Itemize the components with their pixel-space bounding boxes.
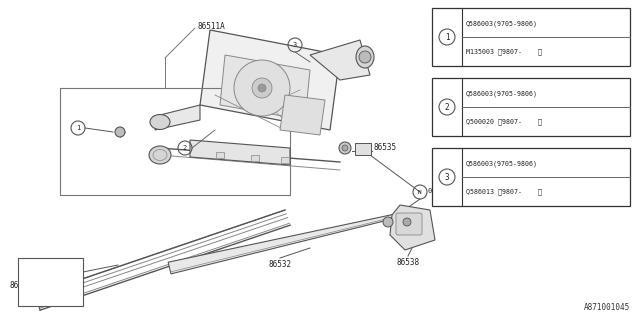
Circle shape [258, 84, 266, 92]
Ellipse shape [356, 46, 374, 68]
Text: 86535: 86535 [374, 143, 397, 153]
Text: N: N [418, 189, 422, 195]
Circle shape [383, 217, 393, 227]
Text: Q500020 〈9807-    〉: Q500020 〈9807- 〉 [466, 118, 542, 125]
Bar [251, 155, 259, 161]
Bar [18, 258, 83, 306]
Text: 3: 3 [445, 172, 449, 181]
Polygon shape [390, 205, 435, 250]
Text: 86542A: 86542A [10, 282, 38, 291]
Bar [432, 8, 630, 66]
Text: Q586013 〈9807-    〉: Q586013 〈9807- 〉 [466, 188, 542, 195]
Text: A871001045: A871001045 [584, 303, 630, 312]
Text: 2: 2 [183, 145, 187, 151]
Circle shape [339, 142, 351, 154]
Bar [281, 157, 289, 163]
Text: 86538: 86538 [396, 258, 420, 267]
Text: 021706000(1 ): 021706000(1 ) [428, 188, 483, 194]
Text: 1: 1 [445, 33, 449, 42]
Text: 2: 2 [445, 102, 449, 111]
FancyBboxPatch shape [396, 213, 422, 235]
Circle shape [252, 78, 272, 98]
Text: 1: 1 [76, 125, 80, 131]
Ellipse shape [150, 115, 170, 130]
Circle shape [359, 51, 371, 63]
Polygon shape [280, 95, 325, 135]
Polygon shape [155, 105, 200, 130]
Circle shape [115, 127, 125, 137]
Text: Q586003(9705-9806): Q586003(9705-9806) [466, 20, 538, 27]
Polygon shape [310, 40, 370, 80]
Bar [432, 148, 630, 206]
Bar [355, 143, 371, 155]
Polygon shape [168, 213, 401, 274]
Polygon shape [200, 30, 340, 130]
Polygon shape [190, 140, 290, 165]
Circle shape [403, 218, 411, 226]
Text: 86511A: 86511A [197, 22, 225, 31]
Text: 3: 3 [293, 42, 297, 48]
Bar [216, 152, 224, 158]
Ellipse shape [149, 146, 171, 164]
Circle shape [234, 60, 290, 116]
Text: 86532: 86532 [268, 260, 292, 269]
Text: Q586003(9705-9806): Q586003(9705-9806) [466, 160, 538, 167]
Circle shape [342, 145, 348, 151]
Text: M135003 〈9807-    〉: M135003 〈9807- 〉 [466, 48, 542, 55]
Text: Q586003(9705-9806): Q586003(9705-9806) [466, 91, 538, 97]
Bar [432, 78, 630, 136]
Polygon shape [220, 55, 310, 120]
